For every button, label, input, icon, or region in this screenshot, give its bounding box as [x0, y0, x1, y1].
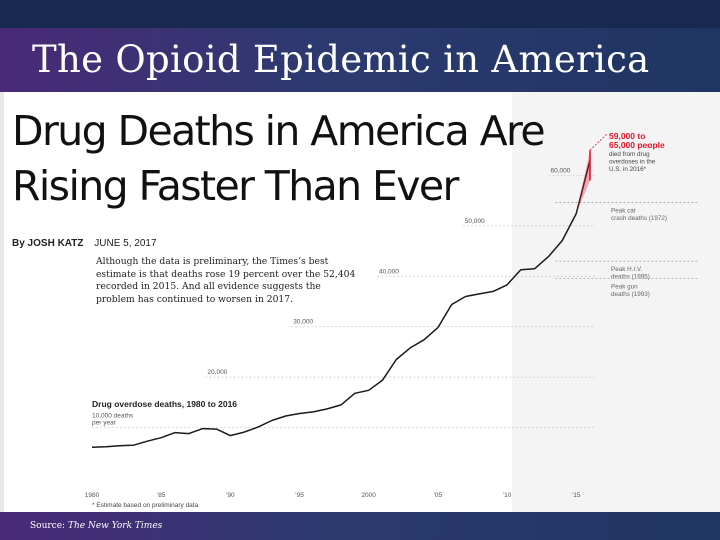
- reference-label-sub: deaths (1993): [611, 291, 650, 298]
- annotation-detail-line: overdoses in the: [609, 159, 656, 166]
- header-top-band: [0, 0, 720, 28]
- slide-title: The Opioid Epidemic in America: [32, 38, 650, 81]
- annotation-range-line1: 59,000 to: [609, 131, 645, 141]
- x-tick-label: ’15: [572, 492, 581, 499]
- y-tick-label: 60,000: [551, 167, 571, 174]
- source-prefix: Source:: [30, 521, 68, 531]
- byline-author: By JOSH KATZ: [12, 238, 84, 249]
- byline-date: JUNE 5, 2017: [94, 238, 157, 249]
- estimate-range-fan: [576, 150, 590, 214]
- reference-label: Peak gun: [611, 283, 638, 290]
- x-tick-label: ’05: [433, 492, 442, 499]
- reference-label: Peak H.I.V.: [611, 266, 643, 273]
- headline-line-1: Drug Deaths in America Are: [12, 107, 546, 155]
- annotation-detail-line: died from drug: [609, 151, 650, 158]
- y-tick-label: 40,000: [379, 268, 399, 275]
- overdose-deaths-line: [91, 160, 591, 448]
- x-tick-label: 2000: [361, 492, 376, 499]
- reference-label-sub: deaths (1995): [611, 274, 650, 281]
- article-summary: Although the data is preliminary, the Ti…: [96, 256, 356, 305]
- x-tick-label: ’90: [226, 492, 235, 499]
- reference-label: Peak car: [611, 208, 636, 215]
- chart-right-background: [512, 92, 720, 512]
- annotation-detail-line: U.S. in 2016*: [609, 166, 647, 173]
- byline: By JOSH KATZ JUNE 5, 2017: [12, 238, 157, 249]
- chart-footnote: * Estimate based on preliminary data: [92, 502, 199, 509]
- left-edge-strip: [0, 92, 4, 512]
- slide-footer: [0, 512, 720, 540]
- annotation-range-line2: 65,000 people: [609, 140, 665, 150]
- x-tick-label: ’95: [295, 492, 304, 499]
- x-tick-label: ’85: [157, 492, 166, 499]
- article-headline: Drug Deaths in America Are Rising Faster…: [12, 104, 546, 214]
- chart-title: Drug overdose deaths, 1980 to 2016: [92, 399, 237, 409]
- y-tick-label-unit: per year: [92, 420, 117, 427]
- source-note: Source: The New York Times: [30, 521, 162, 531]
- y-tick-label: 50,000: [465, 218, 485, 225]
- annotation-leader: [589, 133, 608, 151]
- reference-label-sub: crash deaths (1972): [611, 215, 667, 222]
- x-tick-label: 1980: [85, 492, 100, 499]
- y-tick-label: 20,000: [207, 369, 227, 376]
- y-tick-label: 10,000 deaths: [92, 413, 134, 420]
- y-tick-label: 30,000: [293, 319, 313, 326]
- headline-line-2: Rising Faster Than Ever: [12, 162, 459, 210]
- source-publication: The New York Times: [67, 521, 163, 531]
- slide-header: The Opioid Epidemic in America: [0, 0, 720, 92]
- x-tick-label: ’10: [503, 492, 512, 499]
